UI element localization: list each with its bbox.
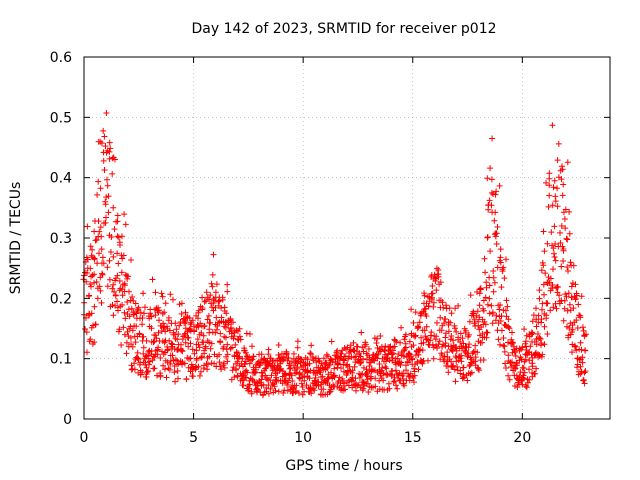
y-tick-label: 0.5 bbox=[50, 110, 72, 126]
x-tick-label: 15 bbox=[404, 430, 422, 446]
data-points bbox=[80, 110, 589, 399]
x-tick-label: 5 bbox=[189, 430, 198, 446]
x-tick-label: 20 bbox=[513, 430, 531, 446]
y-tick-label: 0.1 bbox=[50, 352, 72, 368]
grid-lines bbox=[84, 57, 610, 419]
y-tick-label: 0.4 bbox=[50, 171, 72, 187]
tick-labels: 0 0.1 0.2 0.3 0.4 0.5 0.6 0 5 10 15 20 bbox=[50, 50, 532, 446]
x-tick-label: 10 bbox=[294, 430, 312, 446]
data-point-markers bbox=[80, 110, 589, 399]
tick-marks bbox=[83, 56, 610, 420]
y-tick-label: 0.3 bbox=[50, 231, 72, 247]
y-axis-title: SRMTID / TECUs bbox=[8, 182, 24, 295]
x-axis-title: GPS time / hours bbox=[285, 458, 402, 474]
x-tick-label: 0 bbox=[80, 430, 89, 446]
y-tick-label: 0 bbox=[63, 412, 72, 428]
y-tick-label: 0.6 bbox=[50, 50, 72, 66]
chart-title: Day 142 of 2023, SRMTID for receiver p01… bbox=[191, 21, 496, 37]
y-tick-label: 0.2 bbox=[50, 291, 72, 307]
